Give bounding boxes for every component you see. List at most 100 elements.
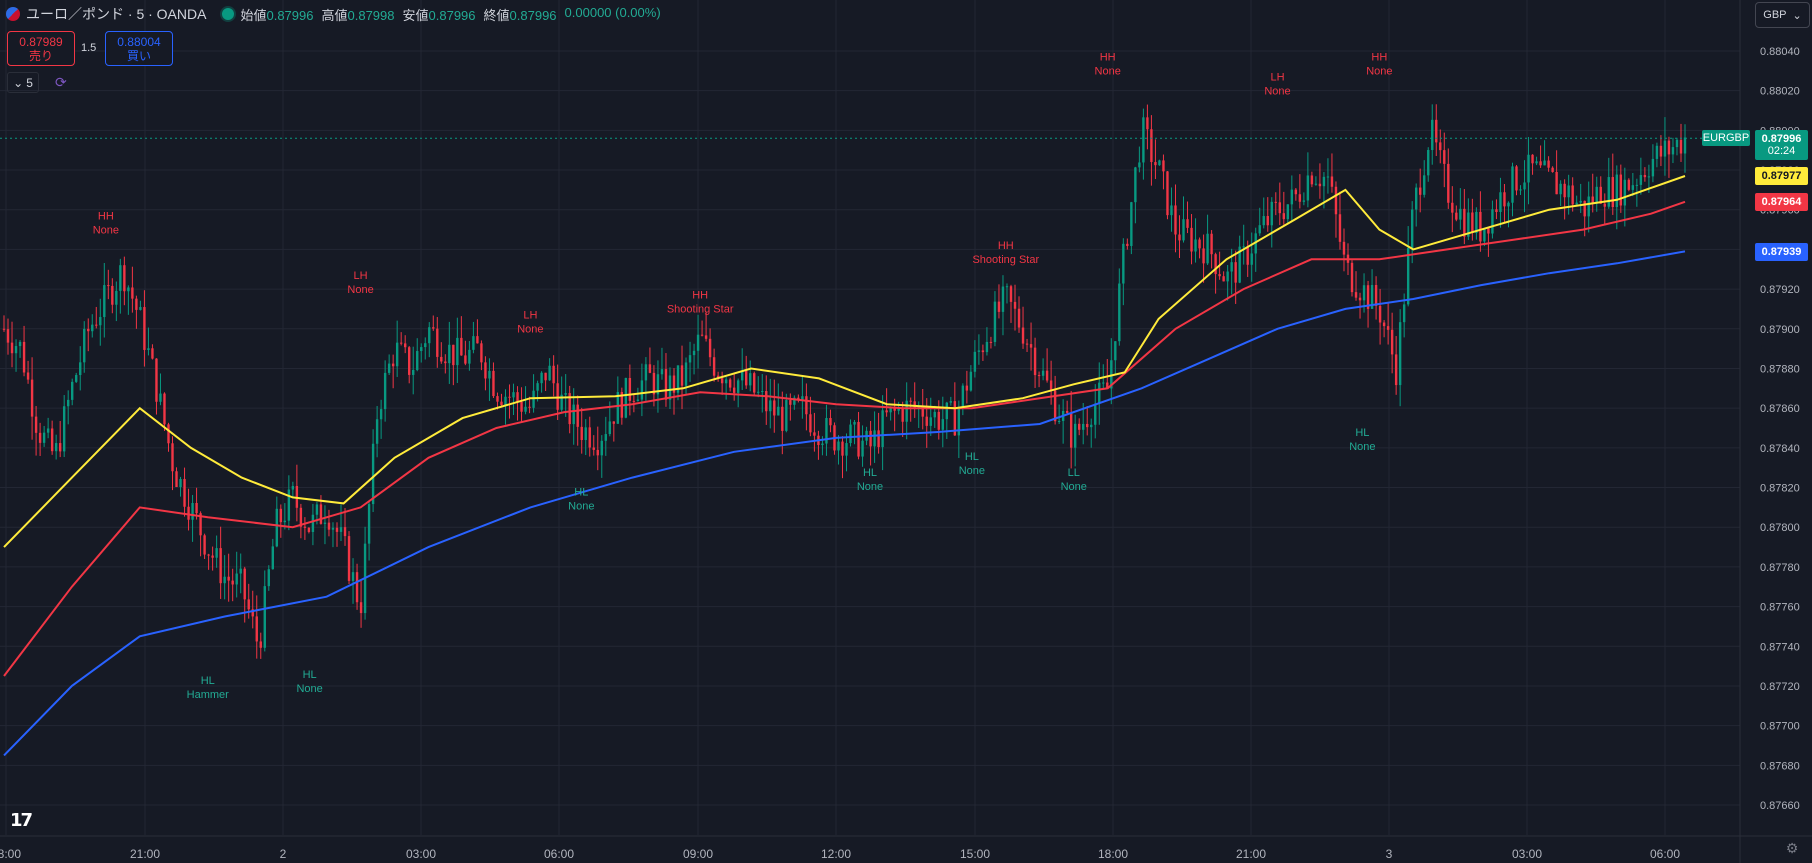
candle-body: [652, 372, 656, 395]
candle-body: [22, 341, 26, 373]
candle-body: [279, 508, 283, 523]
candle-body: [327, 522, 331, 530]
candle-body: [1214, 254, 1217, 275]
candle-body: [728, 379, 732, 388]
candle-body: [869, 430, 872, 447]
candle-body: [1053, 390, 1057, 422]
candle-body: [973, 351, 977, 372]
candle-body: [1559, 183, 1562, 195]
candle-body: [949, 401, 953, 403]
candle-body: [640, 380, 644, 400]
candle-body: [1001, 286, 1005, 312]
candle-body: [291, 486, 295, 490]
candle-body: [412, 369, 415, 375]
candle-body: [6, 329, 10, 343]
candle-body: [432, 327, 435, 329]
last-price-label: 0.87996 02:24: [1755, 130, 1808, 160]
candle-body: [740, 370, 744, 381]
gear-icon[interactable]: ⚙: [1785, 840, 1799, 856]
candle-body: [1499, 192, 1502, 213]
candle-body: [1631, 185, 1635, 190]
candle-body: [1503, 192, 1506, 207]
candle-body: [1290, 189, 1294, 205]
candle-body: [1467, 212, 1470, 237]
candle-body: [199, 513, 202, 536]
candle-body: [1527, 154, 1530, 183]
y-tick-label: 0.87760: [1760, 602, 1800, 614]
market-status-icon[interactable]: [222, 8, 235, 20]
candle-body: [604, 434, 607, 441]
candle-body: [231, 580, 234, 585]
candle-body: [789, 400, 792, 405]
sell-price: 0.87989: [19, 34, 63, 49]
candle-body: [496, 396, 499, 402]
candle-body: [359, 602, 363, 614]
candle-body: [30, 379, 34, 417]
ma-yellow-line: [3, 175, 1686, 548]
candle-body: [123, 265, 126, 292]
candle-body: [1190, 227, 1193, 252]
candle-body: [540, 372, 543, 384]
candle-body: [1170, 205, 1173, 216]
candle-body: [440, 356, 443, 362]
buy-button[interactable]: 0.88004 買い: [105, 31, 173, 66]
symbol-tag: EURGBP: [1702, 130, 1750, 146]
candle-body: [1294, 189, 1298, 195]
swing-label-pattern: None: [296, 683, 322, 695]
candle-body: [1551, 167, 1554, 172]
indicator-collapse-button[interactable]: ⌄ 5: [7, 72, 39, 93]
candle-body: [1306, 175, 1310, 201]
candle-body: [544, 372, 547, 381]
currency-select[interactable]: GBP ⌄: [1755, 2, 1810, 28]
candle-body: [428, 327, 431, 344]
candle-body: [676, 365, 680, 393]
candle-body: [769, 400, 772, 412]
tradingview-logo[interactable]: 17: [10, 810, 33, 831]
candle-body: [668, 375, 672, 400]
ohlc-values: 始値0.87996 高値0.87998 安値0.87996 終値0.87996 …: [240, 5, 660, 24]
candle-body: [436, 328, 439, 357]
candle-body: [845, 443, 848, 456]
candle-body: [480, 343, 483, 363]
candle-body: [837, 441, 840, 451]
refresh-icon[interactable]: ⟳: [55, 74, 67, 90]
candle-body: [1126, 243, 1129, 246]
sell-button[interactable]: 0.87989 売り: [7, 31, 75, 66]
candle-body: [1531, 154, 1534, 164]
candle-body: [367, 504, 371, 544]
candle-body: [472, 336, 475, 350]
ma-red-line: [3, 200, 1686, 677]
candle-body: [1627, 179, 1631, 190]
candle-body: [536, 383, 539, 391]
open-label: 始値: [240, 7, 267, 23]
candle-body: [62, 406, 66, 452]
candle-body: [893, 406, 896, 411]
candle-body: [448, 344, 451, 364]
candle-body: [1398, 322, 1402, 386]
x-tick-label: 06:00: [544, 847, 574, 861]
candle-body: [1495, 209, 1498, 213]
candle-body: [596, 449, 599, 456]
swing-label-type: HL: [965, 451, 979, 463]
candle-body: [115, 290, 118, 305]
candle-body: [556, 383, 559, 410]
symbol-title[interactable]: ユーロ／ポンド · 5 · OANDA: [26, 6, 207, 22]
candle-body: [801, 396, 804, 400]
candle-body: [10, 342, 14, 354]
candle-body: [584, 427, 587, 441]
candle-body: [708, 338, 712, 358]
candle-body: [1447, 163, 1450, 203]
candle-body: [323, 522, 327, 524]
candle-body: [1451, 202, 1454, 213]
candle-body: [821, 443, 824, 446]
candle-body: [476, 336, 479, 344]
candle-body: [1033, 347, 1037, 376]
candle-body: [1073, 423, 1077, 448]
candle-body: [1286, 204, 1290, 220]
candle-body: [1226, 271, 1229, 282]
candle-body: [1242, 246, 1245, 248]
swing-label-type: LH: [354, 270, 368, 282]
candle-body: [26, 372, 30, 380]
candle-body: [897, 408, 900, 411]
